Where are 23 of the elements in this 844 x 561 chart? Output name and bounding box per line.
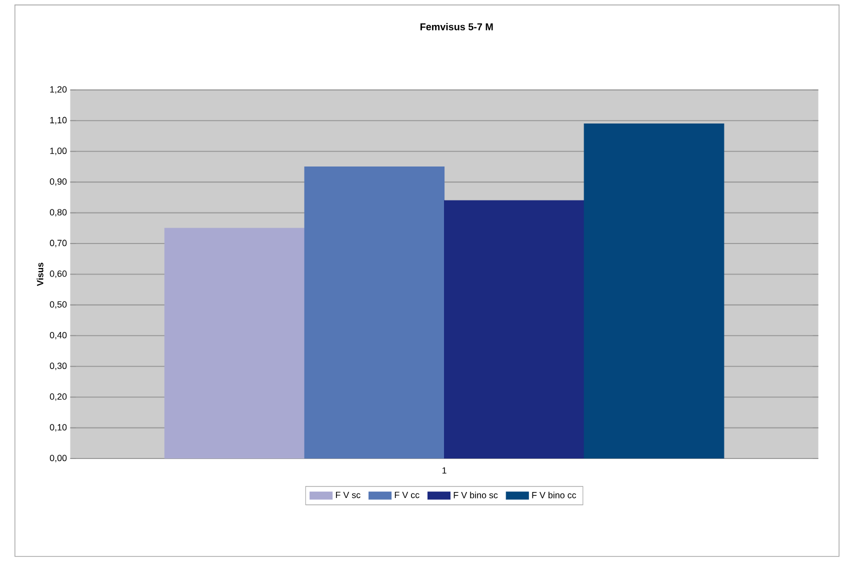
y-tick-label: 0,20 [50,393,67,401]
y-tick-label: 0,00 [50,454,67,462]
y-tick-label: 0,40 [50,332,67,340]
y-tick-label: 0,90 [50,178,67,186]
bar [444,200,584,458]
y-tick-label: 1,20 [50,86,67,94]
y-tick-label: 0,80 [50,208,67,216]
legend-label: F V cc [394,492,420,498]
bar [584,123,724,458]
y-tick-label: 0,60 [50,270,67,278]
chart-title: Femvisus 5-7 M [420,22,493,30]
y-axis-title: Visus [36,262,44,286]
y-tick-label: 1,10 [50,116,67,124]
y-tick-label: 0,30 [50,362,67,370]
y-tick-label: 1,00 [50,148,67,155]
x-tick-label: 1 [442,467,446,474]
y-tick-label: 0,10 [50,424,67,432]
bar [164,228,305,458]
y-tick-label: 0,50 [50,301,67,309]
y-tick-label: 0,70 [50,240,67,248]
legend-label: F V sc [336,492,360,498]
legend-label: F V bino sc [454,492,498,498]
legend-label: F V bino cc [532,492,576,498]
